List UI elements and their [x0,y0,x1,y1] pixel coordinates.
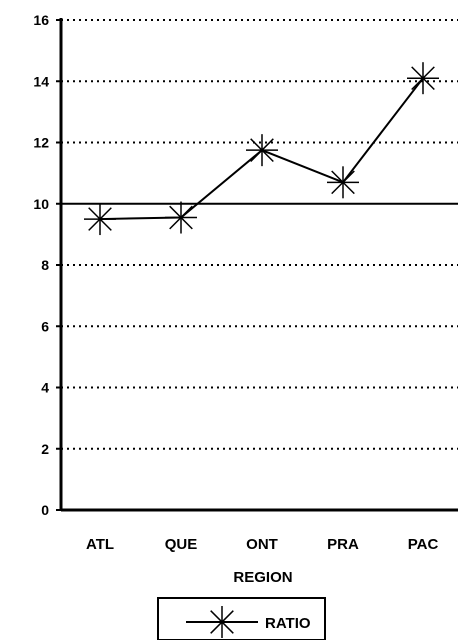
x-tick-label-pra: PRA [327,536,359,553]
data-point-atl [84,203,116,236]
legend-marker [206,606,238,638]
y-tick-label-10: 10 [33,196,49,212]
x-axis-label: REGION [233,569,292,586]
y-tick-label-8: 8 [41,257,49,273]
axes [56,18,458,512]
series-ratio [84,62,439,236]
y-tick-label-14: 14 [33,73,49,89]
x-tick-label-pac: PAC [408,536,439,553]
y-tick-label-2: 2 [41,441,49,457]
x-tick-label-atl: ATL [86,536,114,553]
data-point-que [165,201,197,234]
x-tick-label-que: QUE [165,536,198,553]
x-tick-label-ont: ONT [246,536,278,553]
legend-box [157,597,326,640]
data-point-pac [407,62,439,95]
legend: RATIO [157,597,326,640]
legend-label: RATIO [265,615,311,632]
y-tick-label-16: 16 [33,12,49,28]
data-point-ont [246,134,278,167]
y-tick-labels: 0 2 4 6 8 10 12 14 16 [33,12,49,518]
x-tick-labels: ATL QUE ONT PRA PAC [86,536,438,553]
y-tick-label-6: 6 [41,318,49,334]
y-tick-label-4: 4 [41,380,49,396]
y-tick-label-0: 0 [41,502,49,518]
y-tick-label-12: 12 [33,135,49,151]
data-point-pra [327,166,359,199]
grid-lines [61,19,458,450]
